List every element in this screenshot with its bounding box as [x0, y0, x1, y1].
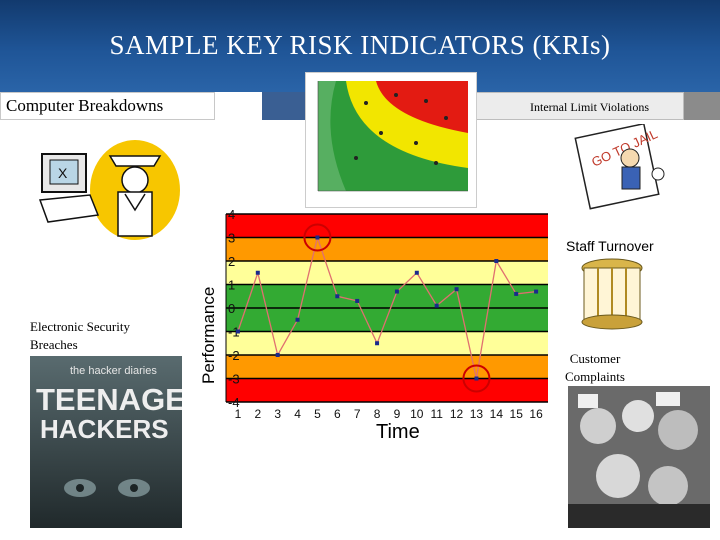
crowd-photo-drawing [568, 386, 710, 528]
x-tick-label: 5 [314, 407, 321, 421]
strip-end [684, 92, 720, 120]
computer-breakdowns-label: Computer Breakdowns [6, 96, 164, 115]
x-tick-label: 10 [410, 407, 424, 421]
computer-breakdown-cartoon: X [30, 140, 180, 250]
y-tick-label: -1 [228, 325, 240, 340]
data-point-16 [534, 289, 539, 294]
x-tick-label: 2 [254, 407, 261, 421]
risk-heatmap-drawing [306, 73, 476, 207]
x-tick-label: 7 [354, 407, 361, 421]
series-1 [237, 235, 537, 379]
x-axis-ticks: 1 2 3 4 5 6 7 8 9 10 11 12 13 14 15 16 [235, 407, 543, 421]
x-tick-label: 6 [334, 407, 341, 421]
book-line-2: TEENAGE [36, 382, 182, 417]
band-0 [226, 214, 548, 238]
internal-limit-violations-label: Internal Limit Violations [530, 100, 650, 114]
x-tick-label: 8 [374, 407, 381, 421]
data-point-10 [414, 270, 419, 275]
book-cover-drawing: the hacker diaries TEENAGE HACKERS [30, 356, 182, 528]
revolving-door-drawing [581, 258, 643, 330]
data-point-12 [454, 287, 459, 292]
x-tick-label: 9 [394, 407, 401, 421]
x-tick-label: 1 [235, 407, 242, 421]
band-4 [226, 308, 548, 332]
data-point-14 [494, 259, 499, 263]
x-axis-label: Time [376, 421, 420, 443]
highlight-circles [303, 223, 491, 393]
data-point-8 [375, 341, 380, 346]
jail-sign-drawing: GO TO JAIL [574, 124, 665, 210]
highlight-circle-13 [462, 364, 491, 393]
chart-bands [226, 214, 548, 402]
data-point-2 [255, 270, 260, 275]
x-tick-label: 4 [294, 407, 301, 421]
x-tick-label: 14 [490, 407, 504, 421]
strip-accent [262, 92, 310, 120]
y-tick-label: -2 [228, 348, 240, 363]
book-line-1: the hacker diaries [70, 365, 157, 377]
band-7 [226, 378, 548, 402]
data-point-4 [295, 317, 300, 322]
y-tick-label: -4 [228, 395, 240, 410]
data-point-1 [235, 329, 240, 334]
teenage-hackers-book-cover: the hacker diaries TEENAGE HACKERS [30, 356, 182, 528]
data-point-11 [434, 303, 439, 308]
risk-heatmap-image [305, 72, 477, 208]
go-to-jail-image: GO TO JAIL [568, 124, 678, 216]
staff-turnover-label: Staff Turnover [566, 238, 654, 254]
y-tick-label: 4 [228, 207, 235, 222]
book-line-3: HACKERS [40, 414, 169, 444]
data-point-5 [315, 235, 320, 240]
data-point-7 [355, 298, 360, 303]
band-1 [226, 237, 548, 261]
series-1-markers [235, 235, 539, 381]
data-point-9 [394, 289, 399, 294]
label-strip [0, 92, 720, 120]
revolving-door-image [578, 256, 646, 330]
x-tick-label: 13 [470, 407, 484, 421]
x-tick-label: 11 [430, 407, 443, 421]
y-tick-label: 3 [228, 231, 235, 246]
customer-complaints-label: Customer Complaints [565, 351, 625, 384]
y-axis-ticks: 4 3 2 1 0 -1 -2 -3 -4 [228, 207, 240, 410]
y-tick-label: 1 [228, 278, 235, 293]
y-axis-label: Performance [199, 287, 218, 384]
x-tick-label: 12 [450, 407, 464, 421]
customer-complaints-photo [568, 386, 710, 528]
slide-title: SAMPLE KEY RISK INDICATORS (KRIs) [109, 30, 611, 60]
electronic-security-breaches-label: Electronic Security Breaches [30, 319, 130, 352]
band-2 [226, 261, 548, 285]
computer-breakdowns-tab [0, 92, 215, 120]
x-tick-label: 16 [529, 407, 543, 421]
data-point-15 [514, 291, 519, 296]
x-tick-label: 3 [274, 407, 281, 421]
data-point-6 [335, 294, 340, 299]
highlight-circle-5 [303, 223, 332, 252]
x-tick-label: 15 [510, 407, 524, 421]
y-tick-label: -3 [228, 372, 240, 387]
band-6 [226, 355, 548, 379]
cartoon-drawing: X [38, 140, 180, 240]
y-tick-label: 2 [228, 254, 235, 269]
series-line [237, 235, 537, 379]
data-point-13 [474, 376, 479, 381]
band-3 [226, 284, 548, 308]
y-tick-label: 0 [228, 301, 235, 316]
chart-gridlines [225, 213, 548, 403]
svg-text:X: X [58, 165, 68, 181]
data-point-3 [275, 353, 280, 357]
